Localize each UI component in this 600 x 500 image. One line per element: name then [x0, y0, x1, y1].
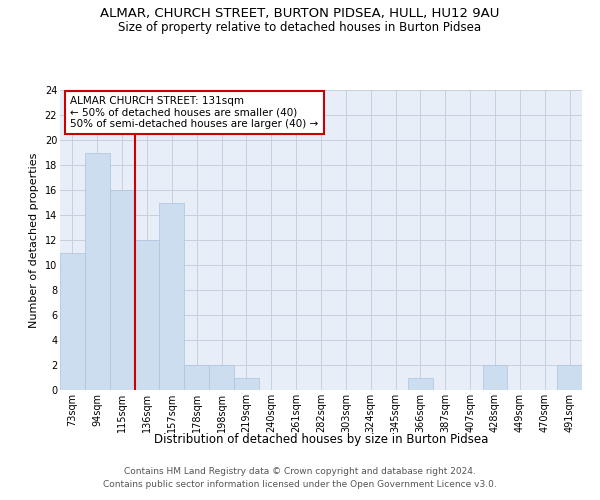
Text: Distribution of detached houses by size in Burton Pidsea: Distribution of detached houses by size …	[154, 432, 488, 446]
Bar	[110, 190, 134, 390]
Bar	[234, 378, 259, 390]
Bar	[184, 365, 209, 390]
Text: Contains public sector information licensed under the Open Government Licence v3: Contains public sector information licen…	[103, 480, 497, 489]
Text: ALMAR CHURCH STREET: 131sqm
← 50% of detached houses are smaller (40)
50% of sem: ALMAR CHURCH STREET: 131sqm ← 50% of det…	[70, 96, 319, 129]
Y-axis label: Number of detached properties: Number of detached properties	[29, 152, 39, 328]
Text: ALMAR, CHURCH STREET, BURTON PIDSEA, HULL, HU12 9AU: ALMAR, CHURCH STREET, BURTON PIDSEA, HUL…	[100, 8, 500, 20]
Text: Size of property relative to detached houses in Burton Pidsea: Size of property relative to detached ho…	[118, 21, 482, 34]
Bar	[408, 378, 433, 390]
Text: Contains HM Land Registry data © Crown copyright and database right 2024.: Contains HM Land Registry data © Crown c…	[124, 467, 476, 476]
Bar	[209, 365, 234, 390]
Bar	[482, 365, 508, 390]
Bar	[557, 365, 582, 390]
Bar	[134, 240, 160, 390]
Bar	[85, 152, 110, 390]
Bar	[160, 202, 184, 390]
Bar	[60, 252, 85, 390]
